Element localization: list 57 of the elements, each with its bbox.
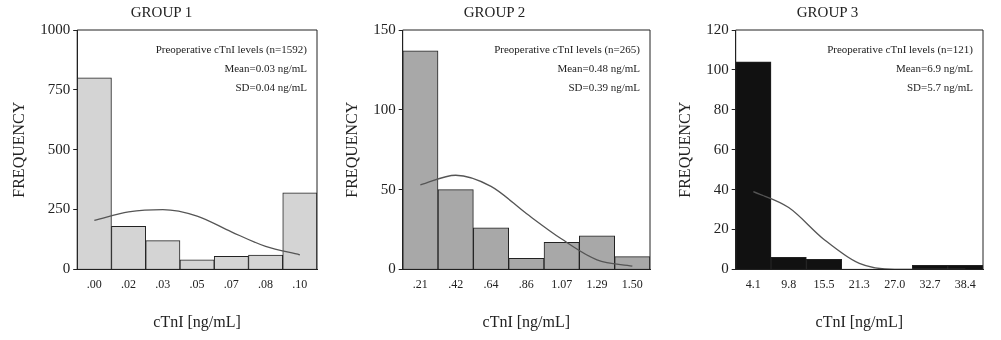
- y-tick-label: 40: [713, 180, 729, 197]
- x-tick-label: .08: [258, 276, 274, 291]
- x-tick-label: .64: [483, 276, 499, 291]
- x-tick-label: .10: [292, 276, 308, 291]
- y-axis-title: FREQUENCY: [342, 101, 360, 198]
- annotation: Preoperative cTnI levels (n=121): [827, 42, 974, 56]
- annotation: Mean=0.48 ng/mL: [557, 61, 641, 74]
- x-tick-label: .03: [155, 276, 171, 291]
- chart-title: GROUP 1: [130, 3, 193, 20]
- chart-title: GROUP 3: [796, 3, 859, 20]
- y-tick-label: 0: [62, 260, 71, 277]
- y-tick-label: 80: [713, 100, 729, 117]
- y-tick-label: 250: [47, 200, 71, 217]
- y-tick-label: 120: [706, 20, 729, 37]
- x-tick-label: 1.07: [551, 276, 573, 291]
- x-axis-title: cTnI [ng/mL]: [815, 312, 904, 331]
- annotation: SD=5.7 ng/mL: [906, 80, 974, 93]
- annotation: Mean=6.9 ng/mL: [895, 61, 974, 74]
- y-tick-label: 100: [706, 60, 729, 77]
- x-axis-title: cTnI [ng/mL]: [482, 312, 571, 331]
- x-tick-label: .86: [518, 276, 534, 291]
- y-tick-label: 0: [721, 260, 729, 277]
- y-tick-label: 0: [388, 260, 396, 277]
- x-tick-label: .00: [86, 276, 102, 291]
- y-tick-label: 100: [373, 100, 396, 117]
- annotation: SD=0.39 ng/mL: [568, 80, 641, 93]
- y-tick-label: 1000: [40, 20, 71, 37]
- x-tick-label: .21: [412, 276, 428, 291]
- x-tick-label: 1.29: [586, 276, 608, 291]
- x-tick-label: 38.4: [954, 276, 976, 291]
- y-tick-label: 500: [47, 140, 71, 157]
- annotation: Mean=0.03 ng/mL: [224, 61, 308, 74]
- x-tick-label: 32.7: [919, 276, 941, 291]
- chart-title: GROUP 2: [463, 3, 526, 20]
- y-tick-label: 60: [713, 140, 729, 157]
- x-tick-label: 9.8: [781, 276, 797, 291]
- annotation: SD=0.04 ng/mL: [235, 80, 308, 93]
- y-axis-title: FREQUENCY: [9, 101, 27, 198]
- x-axis-title: cTnI [ng/mL]: [153, 312, 241, 331]
- x-tick-label: 15.5: [813, 276, 835, 291]
- x-tick-label: .42: [448, 276, 464, 291]
- x-tick-label: .05: [189, 276, 205, 291]
- annotation: Preoperative cTnI levels (n=265): [494, 42, 641, 56]
- y-tick-label: 20: [713, 220, 729, 237]
- x-tick-label: 4.1: [745, 276, 761, 291]
- x-tick-label: .07: [223, 276, 239, 291]
- x-tick-label: 21.3: [848, 276, 870, 291]
- x-tick-label: 1.50: [621, 276, 643, 291]
- y-tick-label: 750: [47, 80, 71, 97]
- annotation: Preoperative cTnI levels (n=1592): [155, 42, 308, 56]
- y-tick-label: 150: [373, 20, 396, 37]
- x-tick-label: 27.0: [884, 276, 906, 291]
- x-tick-label: .02: [121, 276, 137, 291]
- y-tick-label: 50: [380, 180, 396, 197]
- line-series: [93, 208, 301, 256]
- y-axis-title: FREQUENCY: [675, 101, 693, 198]
- line-series: [419, 174, 633, 267]
